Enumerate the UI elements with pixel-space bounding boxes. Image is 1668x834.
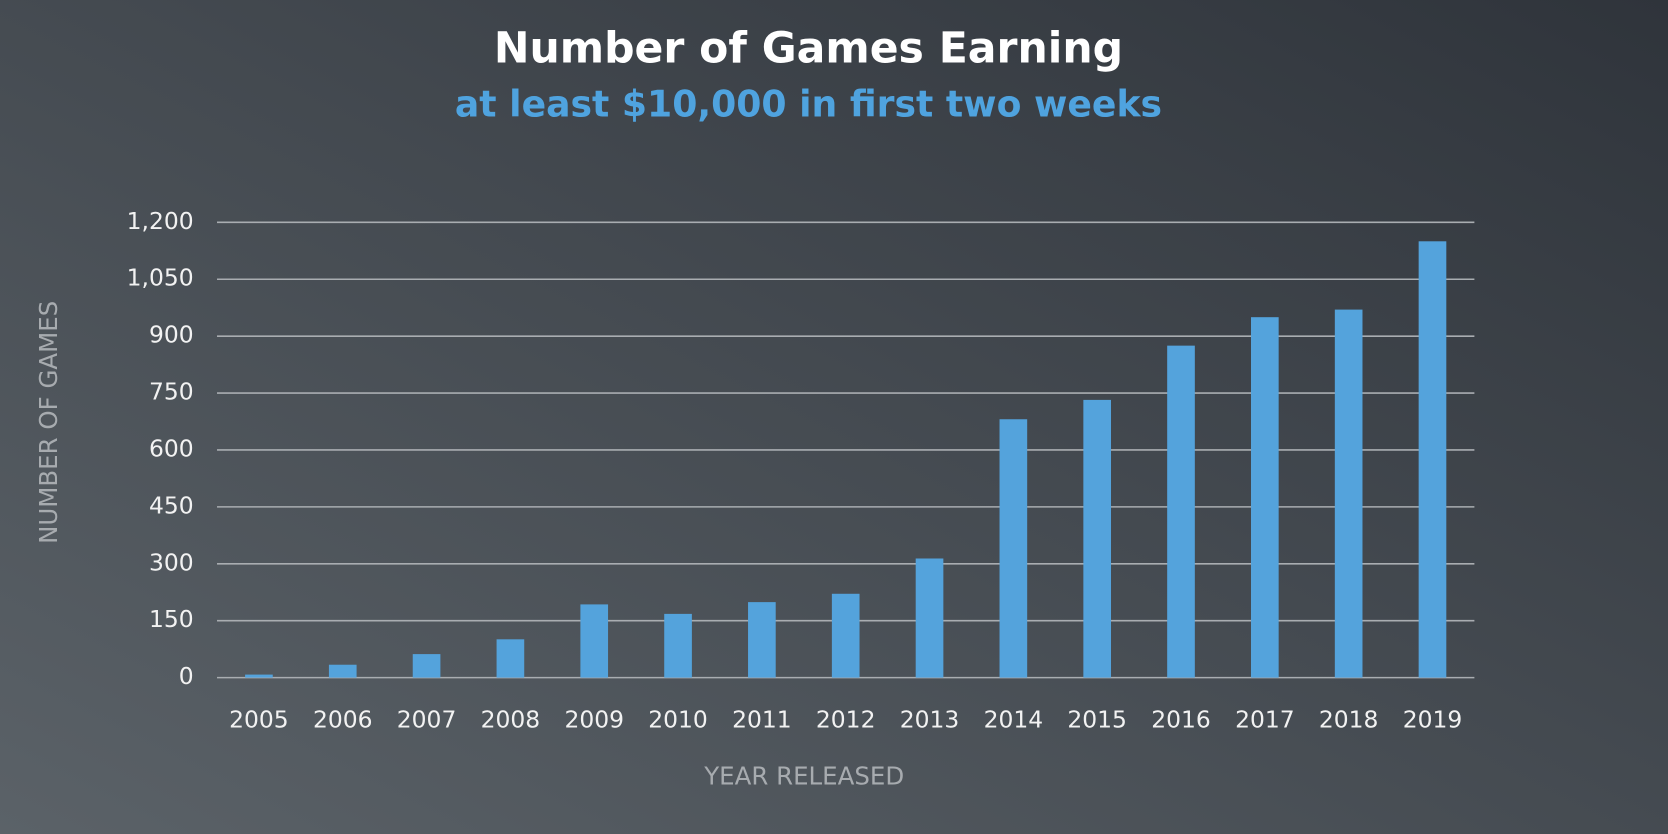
x-tick-label: 2012 <box>816 706 876 734</box>
x-tick-label: 2019 <box>1403 706 1463 734</box>
bar <box>580 604 609 678</box>
x-tick-label: 2018 <box>1319 706 1379 734</box>
y-tick-label: 1,050 <box>127 264 194 292</box>
x-tick-label: 2017 <box>1235 706 1295 734</box>
x-tick-label: 2015 <box>1067 706 1127 734</box>
bar <box>915 558 944 678</box>
y-axis-label: NUMBER OF GAMES <box>34 301 63 544</box>
y-tick-label: 150 <box>149 605 194 633</box>
bar <box>999 419 1028 678</box>
bar <box>1334 309 1363 678</box>
bar <box>245 674 273 678</box>
bar <box>328 664 357 678</box>
chart-subtitle: at least $10,000 in first two weeks <box>455 82 1162 125</box>
y-tick-label: 450 <box>149 491 194 519</box>
bar <box>496 639 525 678</box>
y-tick-label: 1,200 <box>127 207 194 235</box>
y-tick-label: 750 <box>149 378 194 406</box>
y-tick-label: 0 <box>179 662 194 690</box>
x-tick-label: 2009 <box>564 706 624 734</box>
bar <box>1251 317 1279 678</box>
x-tick-label: 2007 <box>397 706 457 734</box>
chart-title: Number of Games Earning <box>494 25 1123 74</box>
x-axis-label: YEAR RELEASED <box>703 762 904 791</box>
x-tick-label: 2011 <box>732 706 792 734</box>
x-tick-label: 2005 <box>229 706 289 734</box>
x-tick-label: 2014 <box>984 706 1044 734</box>
x-tick-label: 2006 <box>313 706 373 734</box>
x-tick-label: 2010 <box>648 706 708 734</box>
bar <box>1418 241 1447 678</box>
bar <box>412 654 441 678</box>
bar <box>1083 399 1112 678</box>
y-tick-label: 300 <box>149 548 194 576</box>
y-tick-label: 600 <box>149 434 194 462</box>
bar <box>664 613 692 678</box>
x-tick-label: 2008 <box>481 706 541 734</box>
bar <box>831 593 860 678</box>
x-tick-label: 2016 <box>1151 706 1211 734</box>
y-tick-label: 900 <box>149 321 194 349</box>
bar <box>1167 345 1195 678</box>
x-tick-label: 2013 <box>900 706 960 734</box>
bar <box>748 602 776 678</box>
